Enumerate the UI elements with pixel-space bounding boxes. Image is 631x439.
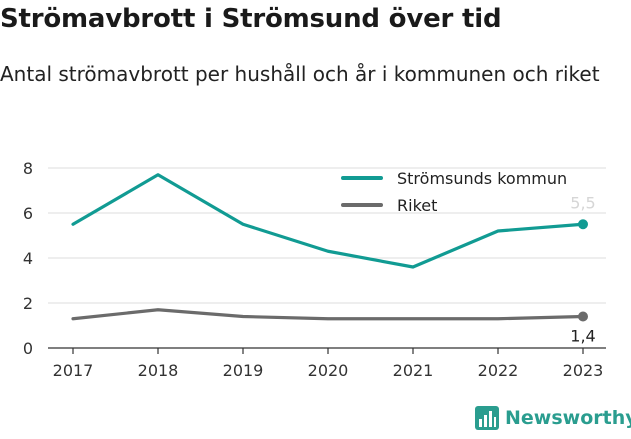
series-line-1 bbox=[71, 173, 585, 269]
x-tick-label: 2023 bbox=[563, 361, 604, 380]
legend-label: Riket bbox=[397, 196, 437, 215]
chart-subtitle: Antal strömavbrott per hushåll och år i … bbox=[0, 62, 600, 86]
series-line-2 bbox=[71, 308, 585, 321]
bar-chart-logo-icon bbox=[475, 406, 499, 430]
end-value-label: 5,5 bbox=[570, 193, 595, 212]
x-tick-label: 2020 bbox=[308, 361, 349, 380]
newsworthy-brand: Newsworthy bbox=[475, 406, 631, 430]
end-value-label: 1,4 bbox=[570, 327, 595, 346]
legend-label: Strömsunds kommun bbox=[397, 169, 567, 188]
chart-title: Strömavbrott i Strömsund över tid bbox=[0, 4, 502, 34]
x-tick-label: 2021 bbox=[393, 361, 434, 380]
series-end-marker-1 bbox=[578, 219, 588, 230]
x-tick-label: 2018 bbox=[138, 361, 179, 380]
y-tick-label: 8 bbox=[23, 159, 33, 178]
y-tick-label: 0 bbox=[23, 339, 33, 358]
x-tick-label: 2022 bbox=[478, 361, 519, 380]
brand-name: Newsworthy bbox=[505, 407, 631, 429]
y-tick-label: 6 bbox=[23, 204, 33, 223]
y-tick-label: 4 bbox=[23, 249, 33, 268]
y-tick-label: 2 bbox=[23, 294, 33, 313]
x-tick-label: 2017 bbox=[53, 361, 94, 380]
series-end-marker-2 bbox=[578, 311, 588, 322]
x-tick-label: 2019 bbox=[223, 361, 264, 380]
